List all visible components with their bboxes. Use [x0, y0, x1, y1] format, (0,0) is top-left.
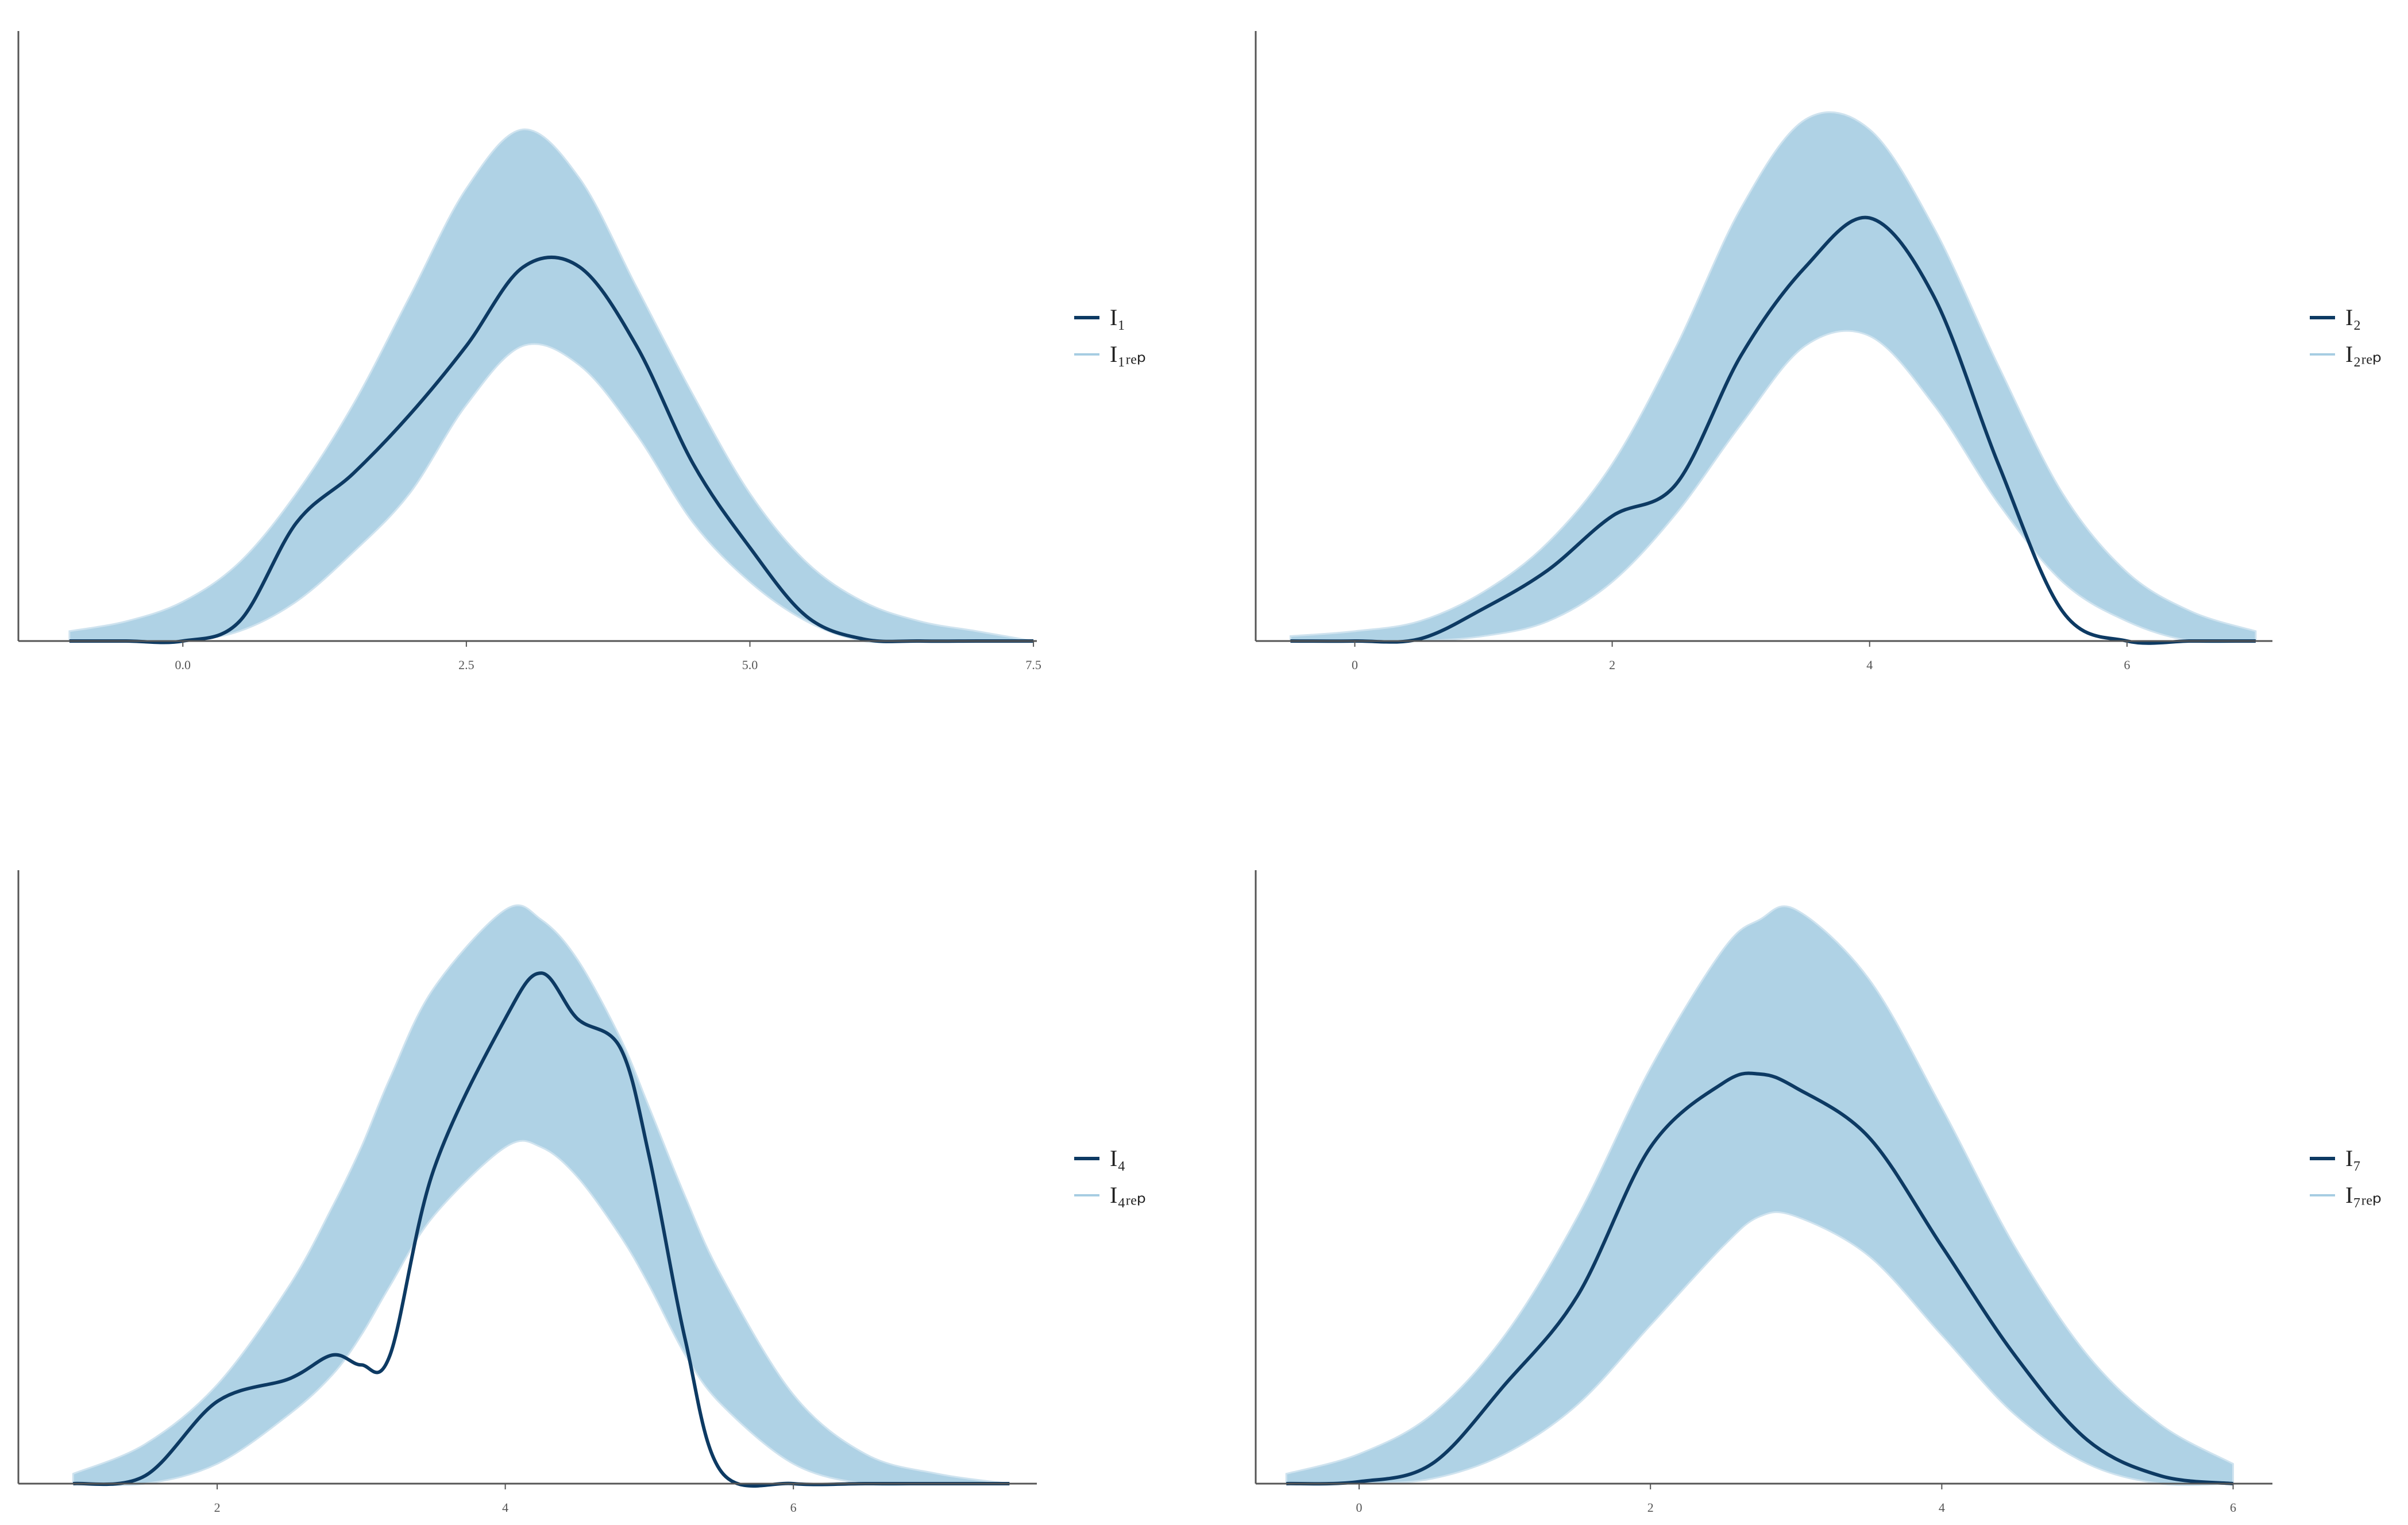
density-panel: 0.0 2.5 5.0 7.5 I₁ I₁ᵣₑₚ: [17, 31, 1147, 672]
observed-line: [1290, 215, 2256, 645]
x-tick-label: 0.0: [175, 658, 191, 672]
x-tick-label: 6: [2124, 658, 2130, 672]
x-tick-label: 6: [790, 1500, 797, 1515]
replicate-band: [72, 904, 1010, 1487]
legend-label: I₄: [1110, 1145, 1125, 1171]
x-tick-label: 2: [1609, 658, 1615, 672]
legend-label: I₇: [2345, 1145, 2361, 1171]
density-panel: 0 2 4 6 I₇ I₇ᵣₑₚ: [1255, 870, 2382, 1515]
x-tick-label: 0: [1356, 1500, 1363, 1515]
legend-label: I₇ᵣₑₚ: [2345, 1182, 2382, 1208]
x-tick-label: 7.5: [1025, 658, 1041, 672]
x-tick-label: 2: [214, 1500, 221, 1515]
legend-label: I₁: [1110, 304, 1125, 330]
x-tick-label: 0: [1352, 658, 1358, 672]
x-tick-label: 6: [2230, 1500, 2236, 1515]
x-tick-label: 4: [1939, 1500, 1945, 1515]
replicate-band: [68, 128, 1034, 644]
legend-label: I₂ᵣₑₚ: [2345, 341, 2382, 367]
x-tick-label: 4: [502, 1500, 508, 1515]
observed-line: [1286, 1071, 2233, 1486]
replicate-band: [1289, 111, 2257, 644]
density-panel: 2 4 6 I₄ I₄ᵣₑₚ: [17, 870, 1147, 1515]
density-panel: 0 2 4 6 I₂ I₂ᵣₑₚ: [1255, 31, 2382, 672]
x-tick-label: 2: [1647, 1500, 1654, 1515]
replicate-band: [1285, 905, 2235, 1487]
x-tick-label: 4: [1866, 658, 1873, 672]
x-tick-label: 5.0: [742, 658, 758, 672]
legend-label: I₄ᵣₑₚ: [1110, 1182, 1147, 1208]
legend-label: I₁ᵣₑₚ: [1110, 341, 1147, 367]
observed-line: [69, 256, 1034, 644]
x-tick-label: 2.5: [458, 658, 474, 672]
legend-label: I₂: [2345, 304, 2361, 330]
